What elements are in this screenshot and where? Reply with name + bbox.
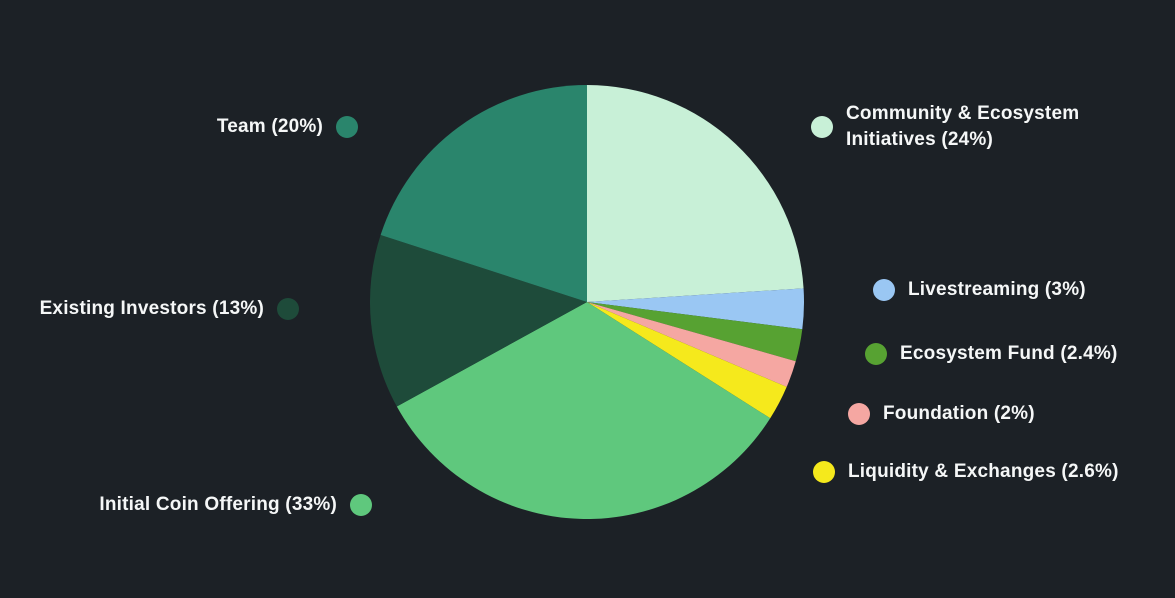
pie-slice-community-ecosystem-initiatives[interactable]	[587, 85, 804, 302]
legend-label-initial-coin-offering: Initial Coin Offering (33%)	[99, 494, 337, 515]
legend-item-foundation[interactable]: Foundation (2%)	[848, 401, 1035, 427]
legend-dot-liquidity-exchanges	[813, 461, 835, 483]
legend-item-team[interactable]: Team (20%)	[217, 114, 358, 140]
legend-item-liquidity-exchanges[interactable]: Liquidity & Exchanges (2.6%)	[813, 459, 1119, 485]
legend-label-foundation: Foundation (2%)	[883, 403, 1035, 424]
legend-item-initial-coin-offering[interactable]: Initial Coin Offering (33%)	[99, 492, 372, 518]
legend-label-community-ecosystem: Community & Ecosystem Initiatives (24%)	[846, 103, 1080, 150]
pie-slice-initial-coin-offering[interactable]	[396, 302, 771, 519]
legend-dot-existing-investors	[277, 298, 299, 320]
legend-dot-team	[336, 116, 358, 138]
legend-dot-initial-coin-offering	[350, 494, 372, 516]
pie-slice-team[interactable]	[380, 85, 587, 302]
legend-item-community-ecosystem[interactable]: Community & Ecosystem Initiatives (24%)	[811, 101, 1098, 153]
legend-dot-livestreaming	[873, 279, 895, 301]
legend-label-ecosystem-fund: Ecosystem Fund (2.4%)	[900, 343, 1118, 364]
legend-dot-community-ecosystem	[811, 116, 833, 138]
legend-item-existing-investors[interactable]: Existing Investors (13%)	[40, 296, 299, 322]
legend-label-livestreaming: Livestreaming (3%)	[908, 279, 1086, 300]
legend-label-existing-investors: Existing Investors (13%)	[39, 298, 264, 319]
pie-slice-foundation[interactable]	[587, 302, 796, 387]
legend-dot-ecosystem-fund	[865, 343, 887, 365]
pie-slice-liquidity-exchanges[interactable]	[587, 302, 787, 419]
legend-item-livestreaming[interactable]: Livestreaming (3%)	[873, 277, 1086, 303]
pie-slice-ecosystem-fund[interactable]	[587, 302, 803, 362]
legend-label-team: Team (20%)	[216, 116, 323, 137]
legend-dot-foundation	[848, 403, 870, 425]
pie-slice-existing-investors[interactable]	[370, 234, 587, 407]
pie-chart-svg	[370, 85, 804, 519]
legend-item-ecosystem-fund[interactable]: Ecosystem Fund (2.4%)	[865, 341, 1117, 367]
pie-chart	[370, 85, 804, 519]
legend-label-liquidity-exchanges: Liquidity & Exchanges (2.6%)	[848, 461, 1119, 482]
pie-slice-livestreaming[interactable]	[587, 288, 804, 330]
